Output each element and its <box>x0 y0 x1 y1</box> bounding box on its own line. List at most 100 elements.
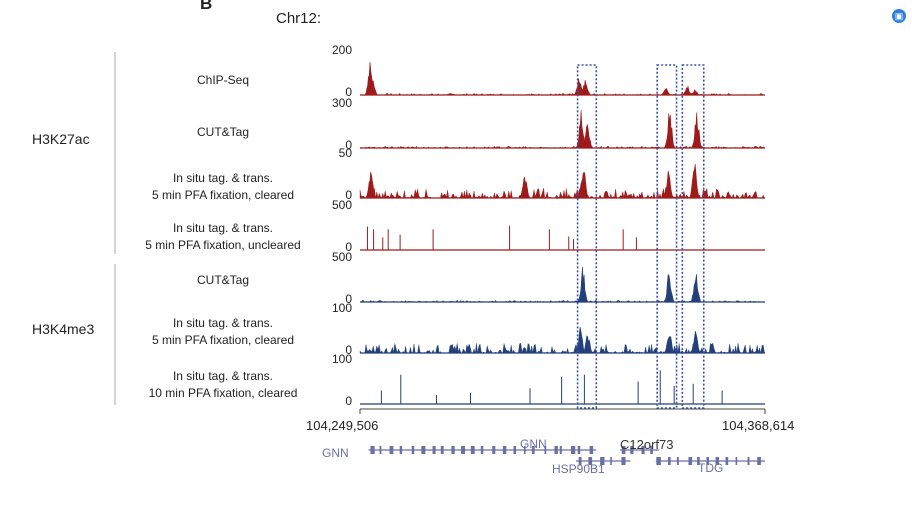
exon-mark <box>715 457 720 465</box>
peak-mark <box>582 123 593 149</box>
tick-label-min: 0 <box>345 240 352 254</box>
track-3: 500 0 <box>332 198 765 254</box>
peak-mark <box>582 335 594 354</box>
peak-mark <box>691 112 703 149</box>
exon-mark <box>621 457 626 465</box>
group-label-h3k4me3: H3K4me3 <box>32 321 95 337</box>
peak-mark <box>367 80 379 96</box>
exon-mark <box>578 457 582 465</box>
track-name-line: ChIP-Seq <box>196 73 250 87</box>
exon-mark <box>480 446 484 454</box>
exon-mark <box>668 457 671 465</box>
exon-mark <box>577 446 581 454</box>
gene-c12orf73 <box>620 446 660 454</box>
gene-label: GNN <box>322 446 349 460</box>
track-name: CUT&Tag <box>108 124 338 141</box>
highlight-box <box>681 64 705 409</box>
gene-label: HSP90B1 <box>552 462 605 476</box>
track-1: 300 0 <box>332 96 765 152</box>
exon-mark <box>600 457 605 465</box>
highlight-box <box>576 64 598 409</box>
track-5: 100 0 <box>332 301 766 357</box>
chromosome-label: Chr12: <box>276 10 322 27</box>
exon-mark <box>502 446 507 454</box>
track-name-line: CUT&Tag <box>196 125 249 139</box>
group-label-h3k27ac: H3K27ac <box>32 131 90 147</box>
exon-mark <box>399 446 403 454</box>
exon-mark <box>370 446 375 454</box>
exon-mark <box>589 446 594 454</box>
peak-mark <box>365 171 377 199</box>
exon-mark <box>621 446 626 454</box>
peak-mark <box>663 170 674 199</box>
exon-mark <box>544 446 547 454</box>
exon-mark <box>610 457 612 465</box>
track-name-line: In situ tag. & trans. <box>172 316 274 330</box>
exon-mark <box>461 446 465 454</box>
exon-mark <box>432 446 436 454</box>
tick-label-max: 200 <box>332 43 352 57</box>
track-name-line: 5 min PFA fixation, cleared <box>151 333 295 347</box>
exon-mark <box>379 446 382 454</box>
exon-mark <box>440 446 444 454</box>
tick-label-max: 100 <box>332 352 352 366</box>
tick-label-min: 0 <box>345 343 352 357</box>
exon-mark <box>676 457 679 465</box>
track-name-line: In situ tag. & trans. <box>172 171 274 185</box>
track-2: 50 0 <box>339 146 765 202</box>
gene-hsp90b1 <box>575 457 631 465</box>
tick-label-min: 0 <box>345 394 352 408</box>
exon-mark <box>706 457 710 465</box>
track-name: ChIP-Seq <box>108 72 338 89</box>
exon-mark <box>570 446 576 454</box>
exon-mark <box>492 446 496 454</box>
peak-mark <box>577 267 589 303</box>
peak-mark <box>660 88 672 96</box>
tick-label-max: 50 <box>339 146 353 160</box>
peak-mark <box>580 80 591 96</box>
exon-mark <box>725 457 729 465</box>
exon-mark <box>697 457 700 465</box>
peak-mark <box>689 163 700 199</box>
track-6: 100 0 <box>332 352 765 408</box>
exon-mark <box>421 446 426 454</box>
translate-badge-icon[interactable]: ▣ <box>892 9 906 23</box>
track-4: 500 0 <box>332 250 765 306</box>
gene-gnn <box>558 446 597 454</box>
exon-mark <box>524 446 526 454</box>
tick-label-min: 0 <box>345 292 352 306</box>
peak-mark <box>664 336 675 354</box>
coord-end: 104,368,614 <box>722 418 795 433</box>
tick-label-max: 300 <box>332 96 352 110</box>
gene-gnn <box>368 446 563 454</box>
track-name-line: 10 min PFA fixation, cleared <box>148 386 298 400</box>
track-name-line: In situ tag. & trans. <box>172 221 274 235</box>
peak-mark <box>664 113 676 149</box>
tick-label-max: 500 <box>332 198 352 212</box>
exon-mark <box>630 446 634 454</box>
exon-mark <box>389 446 394 454</box>
exon-mark <box>411 446 415 454</box>
exon-mark <box>688 457 693 465</box>
peak-mark <box>578 172 589 199</box>
track-name: In situ tag. & trans. 5 min PFA fixation,… <box>108 315 338 349</box>
peak-mark <box>682 85 694 96</box>
track-name: CUT&Tag <box>108 272 338 289</box>
peak-mark <box>690 331 702 354</box>
tick-label-min: 0 <box>345 188 352 202</box>
exon-mark <box>470 446 475 454</box>
highlight-box <box>656 64 678 409</box>
track-name-line: 5 min PFA fixation, uncleared <box>145 238 301 252</box>
track-name: In situ tag. & trans. 5 min PFA fixation,… <box>108 170 338 204</box>
exon-mark <box>513 446 517 454</box>
exon-mark <box>588 457 593 465</box>
peak-mark <box>519 176 531 199</box>
gene-label: GNN <box>520 437 547 451</box>
panel-letter: B <box>200 0 213 13</box>
coord-start: 104,249,506 <box>306 418 379 433</box>
track-name-line: CUT&Tag <box>196 273 249 287</box>
tick-label-min: 0 <box>345 138 352 152</box>
track-name-line: 5 min PFA fixation, cleared <box>151 188 295 202</box>
